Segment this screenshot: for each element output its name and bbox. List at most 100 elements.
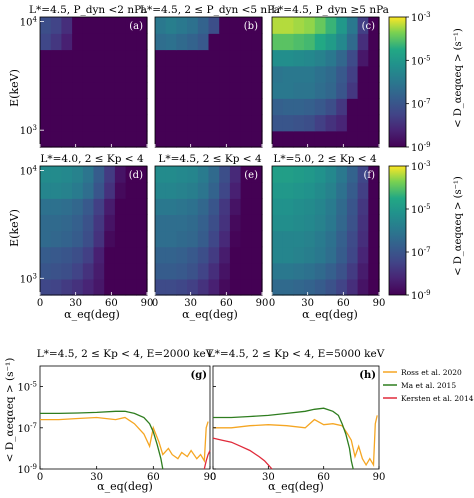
- heatmap-cell-e: [165, 230, 177, 248]
- heatmap-cell-a: [50, 114, 62, 132]
- heatmap-cell-e: [219, 166, 231, 183]
- heatmap-cell-c: [368, 82, 380, 99]
- series-line-g: [40, 416, 209, 463]
- heatmap-cell-a: [93, 49, 105, 67]
- heatmap-cell-c: [304, 65, 316, 83]
- heatmap-cell-c: [282, 114, 294, 132]
- heatmap-cell-c: [272, 114, 284, 132]
- heatmap-cell-e: [176, 198, 188, 215]
- heatmap-cell-a: [114, 33, 127, 51]
- heatmap-cell-a: [125, 82, 137, 99]
- heatmap-cell-c: [282, 17, 294, 34]
- heatmap-cell-a: [114, 49, 127, 67]
- heatmap-cell-f: [336, 182, 348, 199]
- heatmap-cell-f: [272, 230, 284, 248]
- heatmap-cell-e: [155, 262, 167, 280]
- heatmap-cell-a: [93, 82, 105, 99]
- heatmap-cell-c: [325, 98, 337, 116]
- heatmap-ylabel-bottom: E(keV): [8, 209, 21, 247]
- heatmap-cell-b: [219, 49, 231, 67]
- heatmap-cell-e: [240, 278, 252, 296]
- heatmap-cell-e: [229, 182, 242, 199]
- heatmap-cell-b: [197, 114, 210, 132]
- heatmap-cell-a: [114, 65, 127, 83]
- heatmap-cell-b: [176, 33, 188, 51]
- heatmap-cell-e: [240, 230, 252, 248]
- heatmap-cell-e: [155, 246, 167, 264]
- heatmap-cell-c: [314, 17, 327, 34]
- heatmap-cell-a: [125, 49, 137, 67]
- heatmap-ytick-label: 103: [20, 124, 37, 137]
- heatmap-cell-f: [346, 230, 359, 248]
- heatmap-cell-a: [61, 114, 73, 132]
- heatmap-cell-b: [176, 114, 188, 132]
- heatmap-cell-d: [93, 214, 105, 232]
- line-xtick-label: 90: [204, 472, 217, 483]
- heatmap-cell-a: [136, 114, 148, 132]
- heatmap-cell-d: [104, 246, 116, 264]
- heatmap-cell-c: [293, 130, 305, 148]
- heatmap-cell-e: [197, 198, 210, 215]
- heatmap-cell-f: [357, 262, 369, 280]
- heatmap-cell-d: [50, 182, 62, 199]
- heatmap-xtick-label: 0: [37, 298, 43, 309]
- heatmap-cell-c: [282, 130, 294, 148]
- heatmap-cell-b: [251, 82, 263, 99]
- heatmap-cell-b: [165, 49, 177, 67]
- heatmap-cell-c: [346, 82, 359, 99]
- heatmap-cell-b: [197, 17, 210, 34]
- heatmap-cell-f: [314, 230, 327, 248]
- heatmap-cell-d: [61, 198, 73, 215]
- heatmap-cell-c: [314, 33, 327, 51]
- heatmap-cell-f: [272, 246, 284, 264]
- heatmap-xtick-label: 30: [184, 298, 197, 309]
- heatmap-cell-b: [155, 65, 167, 83]
- heatmap-cell-a: [114, 98, 127, 116]
- heatmap-cell-b: [197, 82, 210, 99]
- heatmap-cell-c: [336, 114, 348, 132]
- heatmap-cell-e: [208, 262, 220, 280]
- heatmap-cell-d: [61, 246, 73, 264]
- heatmap-cell-e: [208, 278, 220, 296]
- heatmap-cell-f: [357, 166, 369, 183]
- panel-tag-c: (c): [362, 21, 376, 32]
- heatmap-cell-a: [125, 33, 137, 51]
- colorbar-tick-label: 10-5: [411, 203, 431, 216]
- heatmap-cell-a: [136, 98, 148, 116]
- heatmap-cell-a: [93, 17, 105, 34]
- heatmap-cell-f: [304, 278, 316, 296]
- heatmap-cell-e: [219, 214, 231, 232]
- heatmap-cell-b: [219, 114, 231, 132]
- heatmap-cell-b: [240, 33, 252, 51]
- heatmap-cell-d: [136, 230, 148, 248]
- heatmap-cell-f: [357, 198, 369, 215]
- colorbar-0: [388, 16, 407, 148]
- heatmap-cell-b: [155, 17, 167, 34]
- heatmap-cell-b: [208, 130, 220, 148]
- heatmap-cell-b: [197, 130, 210, 148]
- heatmap-cell-c: [314, 49, 327, 67]
- heatmap-cell-a: [136, 33, 148, 51]
- heatmap-cell-d: [104, 262, 116, 280]
- heatmap-cell-d: [93, 166, 105, 183]
- heatmap-cell-d: [136, 182, 148, 199]
- heatmap-cell-f: [272, 278, 284, 296]
- heatmap-cell-d: [125, 230, 137, 248]
- heatmap-cell-f: [282, 246, 294, 264]
- heatmap-cell-c: [325, 65, 337, 83]
- heatmap-cell-f: [314, 246, 327, 264]
- heatmap-cell-c: [272, 33, 284, 51]
- heatmap-cell-b: [251, 33, 263, 51]
- heatmap-cell-b: [219, 33, 231, 51]
- heatmap-cell-c: [336, 130, 348, 148]
- heatmap-cell-e: [219, 246, 231, 264]
- heatmap-cell-b: [187, 49, 199, 67]
- heatmap-cell-a: [72, 130, 84, 148]
- heatmap-cell-d: [136, 262, 148, 280]
- heatmap-cell-e: [219, 262, 231, 280]
- heatmap-cell-a: [114, 114, 127, 132]
- heatmap-cell-d: [104, 230, 116, 248]
- heatmap-cell-f: [346, 262, 359, 280]
- heatmap-cell-e: [155, 230, 167, 248]
- heatmap-cell-a: [40, 33, 52, 51]
